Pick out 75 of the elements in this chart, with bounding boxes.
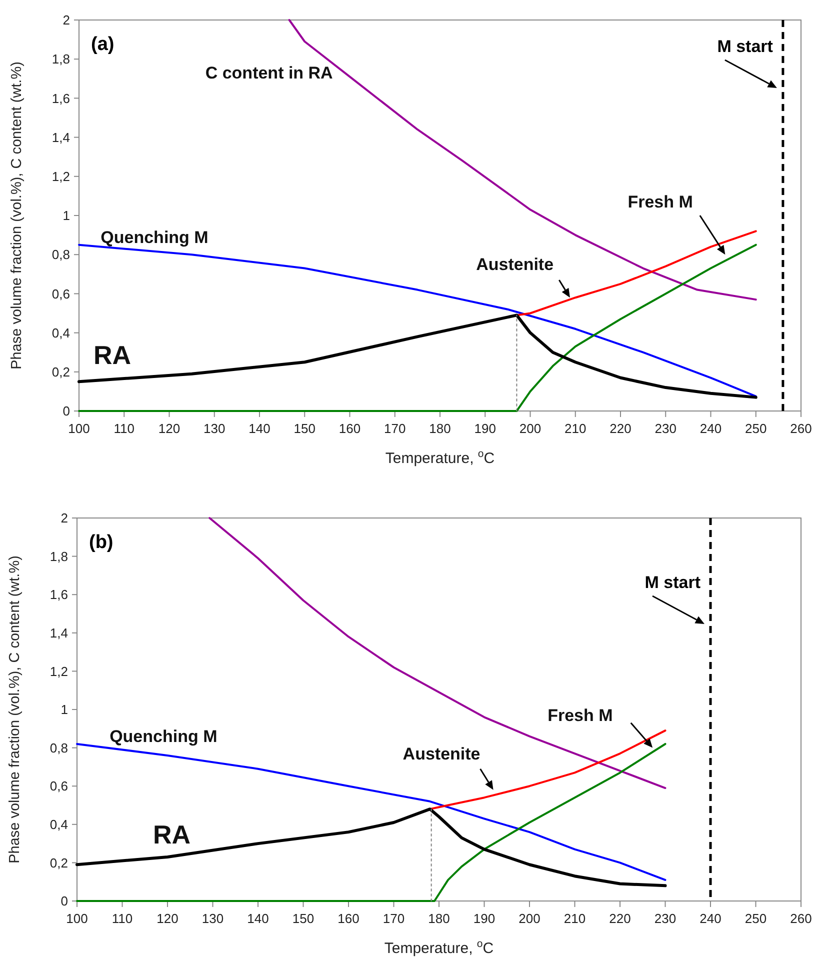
y-tick-label: 0,2 — [52, 364, 70, 380]
y-tick-label: 0,8 — [50, 740, 68, 756]
y-tick-label: 0,4 — [50, 816, 68, 832]
x-tick-label: 200 — [519, 421, 542, 436]
y-tick-label: 0,6 — [50, 778, 68, 794]
text: Austenite — [402, 744, 480, 764]
x-tick-label: 170 — [384, 421, 406, 436]
x-tick-label: 150 — [294, 421, 316, 436]
series-label: RA — [153, 820, 191, 850]
y-tick-label: 0,6 — [52, 286, 70, 302]
x-tick-label: 130 — [204, 421, 226, 436]
x-tick-label: 190 — [474, 421, 496, 436]
x-tick-label: 120 — [156, 911, 178, 926]
x-tick-label: 160 — [338, 421, 361, 436]
x-tick-label: 210 — [564, 421, 586, 436]
y-tick-label: 1,8 — [52, 52, 70, 67]
x-tick-label: 180 — [428, 911, 450, 926]
y-tick-label: 0,4 — [52, 325, 70, 340]
series-label: Quenching M — [110, 727, 218, 746]
y-tick-label: 1,8 — [50, 548, 68, 564]
y-tick-label: 0,8 — [52, 247, 70, 262]
series-label: Quenching M — [100, 228, 208, 247]
ref-line-label: M start — [717, 37, 774, 56]
x-tick-label: 240 — [700, 421, 722, 436]
x-tick-label: 260 — [790, 911, 812, 926]
x-tick-label: 220 — [609, 911, 631, 926]
x-tick-label: 100 — [68, 421, 90, 436]
x-tick-label: 260 — [790, 421, 812, 436]
y-axis-title: Phase volume fraction (vol.%), C content (wt.%) — [7, 556, 23, 864]
text: (a) — [91, 34, 114, 55]
y-axis-title: Phase volume fraction (vol.%), C content (wt.%) — [9, 62, 25, 370]
y-tick-label: 0,2 — [50, 855, 68, 870]
series-label: Austenite — [476, 255, 554, 274]
x-tick-label: 140 — [248, 421, 270, 436]
x-axis-title: Temperature, $^{o}$C — [384, 938, 494, 957]
x-tick-label: 110 — [112, 911, 133, 926]
x-tick-label: 110 — [114, 421, 134, 436]
line-series — [76, 808, 667, 888]
x-tick-label: 240 — [700, 911, 722, 926]
y-tick-label: 2 — [60, 510, 68, 526]
x-tick-label: 230 — [654, 421, 676, 436]
y-tick-label: 1,2 — [50, 664, 68, 679]
y-tick-label: 1,4 — [50, 625, 68, 640]
y-tick-label: 1 — [62, 208, 70, 224]
line-series — [78, 314, 758, 399]
x-tick-label: 220 — [610, 421, 632, 436]
x-tick-label: 200 — [518, 911, 540, 926]
y-tick-label: 1,2 — [52, 168, 70, 184]
text: Fresh M — [628, 192, 693, 212]
y-tick-label: 1,4 — [52, 130, 70, 145]
x-tick-label: 190 — [473, 911, 496, 926]
x-tick-label: 170 — [382, 911, 405, 926]
x-axis-title: Temperature, $^{o}$C — [385, 448, 495, 467]
x-tick-label: 250 — [744, 911, 767, 926]
text: Fresh M — [548, 706, 613, 725]
y-tick-label: 1,6 — [52, 90, 70, 106]
x-tick-label: 120 — [158, 421, 180, 436]
series-label: RA — [93, 340, 132, 370]
ref-line-label: M start — [644, 573, 701, 592]
x-tick-label: 160 — [338, 911, 360, 926]
y-tick-label: 0 — [60, 894, 68, 909]
x-tick-label: 210 — [564, 911, 586, 926]
y-tick-label: 0 — [62, 404, 70, 419]
y-tick-label: 1,6 — [50, 587, 68, 602]
x-tick-label: 100 — [66, 911, 88, 926]
x-tick-label: 230 — [654, 911, 676, 926]
y-tick-label: 2 — [62, 12, 70, 28]
x-tick-label: 130 — [202, 911, 224, 926]
y-tick-label: 1 — [60, 702, 68, 718]
x-tick-label: 250 — [745, 421, 767, 436]
series-label: C content in RA — [205, 64, 333, 83]
x-tick-label: 140 — [247, 911, 269, 926]
text: (b) — [89, 532, 114, 553]
x-tick-label: 180 — [429, 421, 451, 436]
x-tick-label: 150 — [292, 911, 314, 926]
